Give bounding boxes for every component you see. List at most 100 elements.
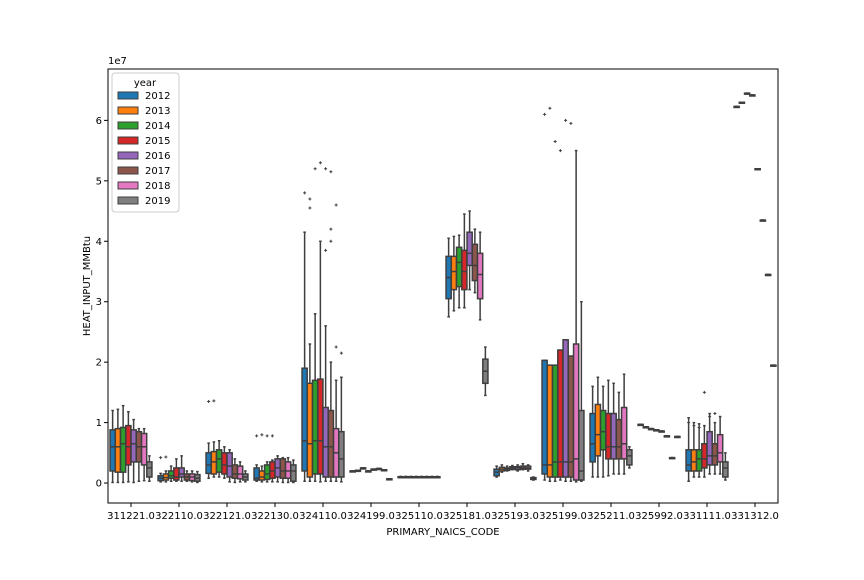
box-322110.0-2013: [162, 470, 170, 483]
outlier-point: [159, 456, 163, 460]
box-body: [626, 449, 633, 466]
x-tick-label: 322121.0: [203, 511, 251, 522]
box-325199.0-2012: [541, 359, 548, 481]
box-311221.0-2019: [146, 455, 153, 482]
y-tick-label: 6: [96, 116, 102, 127]
legend: year 2012 2013 2014 2015 2016 2017 2018 2019: [111, 72, 180, 213]
x-tick-label: 311221.0: [107, 511, 155, 522]
box-body: [466, 231, 473, 267]
box-325199.0-2018: [572, 149, 580, 483]
x-tick-label: 325992.0: [635, 511, 683, 522]
legend-entry-label: 2013: [145, 106, 170, 117]
box-body: [551, 364, 559, 478]
box-325211.0-2017: [615, 391, 623, 475]
box-325211.0-2013: [594, 376, 602, 478]
box-body: [125, 424, 132, 466]
box-322110.0-2014: [167, 465, 175, 482]
box-331111.0-2018: [716, 415, 724, 475]
x-tick-label: 324199.0: [347, 511, 395, 522]
box-324110.0-2019: [338, 376, 345, 483]
box-324110.0-2014: [311, 313, 319, 482]
box-325110.0-2018: [428, 475, 436, 479]
box-325211.0-2012: [589, 385, 596, 478]
box-body: [221, 452, 228, 475]
box-325211.0-2018: [620, 373, 628, 475]
box-324110.0-2015: [317, 240, 324, 483]
box-body: [599, 409, 607, 451]
box-325193.0-2015: [509, 464, 516, 471]
box-body: [567, 355, 575, 478]
box-322121.0-2015: [221, 446, 228, 479]
box-322130.0-2014: [263, 461, 271, 483]
box-body: [541, 359, 548, 475]
box-325181.0-2015: [461, 213, 468, 309]
box-body: [146, 461, 153, 478]
box-325181.0-2017: [471, 228, 479, 294]
box-body: [589, 412, 596, 463]
legend-entry-label: 2014: [145, 121, 170, 132]
box-311221.0-2014: [119, 404, 127, 484]
box-331312.0-2012: [733, 105, 740, 109]
box-body: [215, 449, 223, 473]
box-311221.0-2012: [109, 409, 116, 484]
x-axis-label: PRIMARY_NAICS_CODE: [386, 527, 499, 538]
legend-swatch: [117, 151, 139, 160]
box-311221.0-2015: [125, 410, 132, 483]
box-325992.0-2013: [642, 426, 650, 429]
box-325110.0-2014: [407, 475, 415, 479]
box-body: [173, 467, 180, 481]
box-322130.0-2015: [269, 459, 276, 483]
box-325199.0-2017: [567, 355, 575, 482]
box-322121.0-2018: [236, 461, 244, 483]
box-body: [130, 429, 137, 463]
box-331111.0-2013: [690, 421, 698, 478]
outlier-point: [265, 434, 269, 438]
box-331312.0-2014: [743, 92, 751, 95]
legend-swatch: [117, 121, 139, 130]
box-body: [685, 449, 692, 472]
box-325181.0-2016: [466, 210, 473, 291]
box-322110.0-2015: [173, 458, 180, 482]
box-325110.0-2019: [434, 475, 441, 479]
box-body: [226, 452, 233, 478]
legend-swatch: [117, 196, 139, 205]
box-331312.0-2017: [759, 219, 767, 222]
x-tick-label: 325181.0: [443, 511, 491, 522]
outlier-point: [329, 170, 333, 174]
box-body: [236, 465, 244, 480]
box-331312.0-2015: [749, 94, 756, 97]
x-tick-label: 325110.0: [395, 511, 443, 522]
box-body: [290, 464, 297, 482]
box-324199.0-2014: [359, 467, 367, 470]
outlier-point: [324, 248, 328, 252]
box-331111.0-2015: [701, 424, 708, 478]
box-body: [695, 449, 703, 472]
box-body: [690, 449, 698, 472]
box-body: [109, 429, 116, 472]
box-body: [578, 409, 585, 481]
box-325193.0-2018: [524, 464, 532, 472]
outlier-point: [308, 197, 312, 201]
box-324199.0-2012: [349, 470, 356, 473]
box-325193.0-2017: [519, 462, 527, 471]
box-body: [546, 364, 554, 478]
outlier-point: [548, 106, 552, 110]
outlier-point: [313, 167, 317, 171]
box-331111.0-2014: [695, 423, 703, 478]
box-324199.0-2019: [386, 478, 393, 481]
y-tick-label: 5: [96, 176, 102, 187]
box-body: [210, 450, 218, 475]
box-body: [471, 243, 479, 282]
box-body: [306, 382, 314, 478]
box-322110.0-2016: [178, 455, 185, 482]
box-325193.0-2013: [498, 464, 506, 473]
box-body: [706, 430, 713, 466]
outlier-point: [318, 161, 322, 165]
box-322110.0-2019: [194, 470, 201, 484]
box-body: [167, 470, 175, 479]
box-322130.0-2019: [290, 459, 297, 484]
box-body: [269, 461, 276, 479]
box-325181.0-2012: [445, 237, 452, 318]
outlier-point: [164, 455, 168, 459]
box-body: [461, 249, 468, 291]
